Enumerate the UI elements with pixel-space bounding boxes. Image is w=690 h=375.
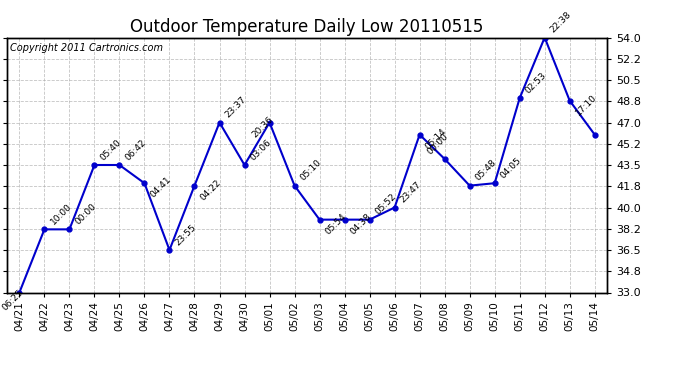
Text: 05:10: 05:10 (299, 158, 324, 183)
Text: 05:52: 05:52 (374, 192, 398, 217)
Text: 23:55: 23:55 (174, 223, 198, 247)
Text: 03:06: 03:06 (248, 138, 273, 162)
Text: 05:54: 05:54 (324, 212, 348, 236)
Text: 06:42: 06:42 (124, 138, 148, 162)
Text: 10:00: 10:00 (48, 202, 73, 226)
Text: 23:47: 23:47 (399, 180, 423, 205)
Text: 17:10: 17:10 (574, 93, 598, 117)
Text: 05:40: 05:40 (99, 138, 124, 162)
Text: Copyright 2011 Cartronics.com: Copyright 2011 Cartronics.com (10, 43, 163, 52)
Text: 04:41: 04:41 (148, 176, 173, 200)
Text: 06:25: 06:25 (0, 287, 25, 312)
Text: 04:38: 04:38 (348, 212, 373, 236)
Text: 22:38: 22:38 (549, 10, 573, 35)
Text: 00:00: 00:00 (74, 202, 98, 226)
Text: 23:37: 23:37 (224, 95, 248, 120)
Text: 02:53: 02:53 (524, 71, 549, 95)
Text: 05:48: 05:48 (474, 158, 498, 183)
Text: 20:36: 20:36 (250, 115, 275, 139)
Text: 05:14: 05:14 (424, 127, 448, 151)
Text: 04:22: 04:22 (199, 178, 223, 202)
Text: 04:05: 04:05 (499, 156, 524, 180)
Text: 00:00: 00:00 (425, 132, 450, 156)
Title: Outdoor Temperature Daily Low 20110515: Outdoor Temperature Daily Low 20110515 (130, 18, 484, 36)
